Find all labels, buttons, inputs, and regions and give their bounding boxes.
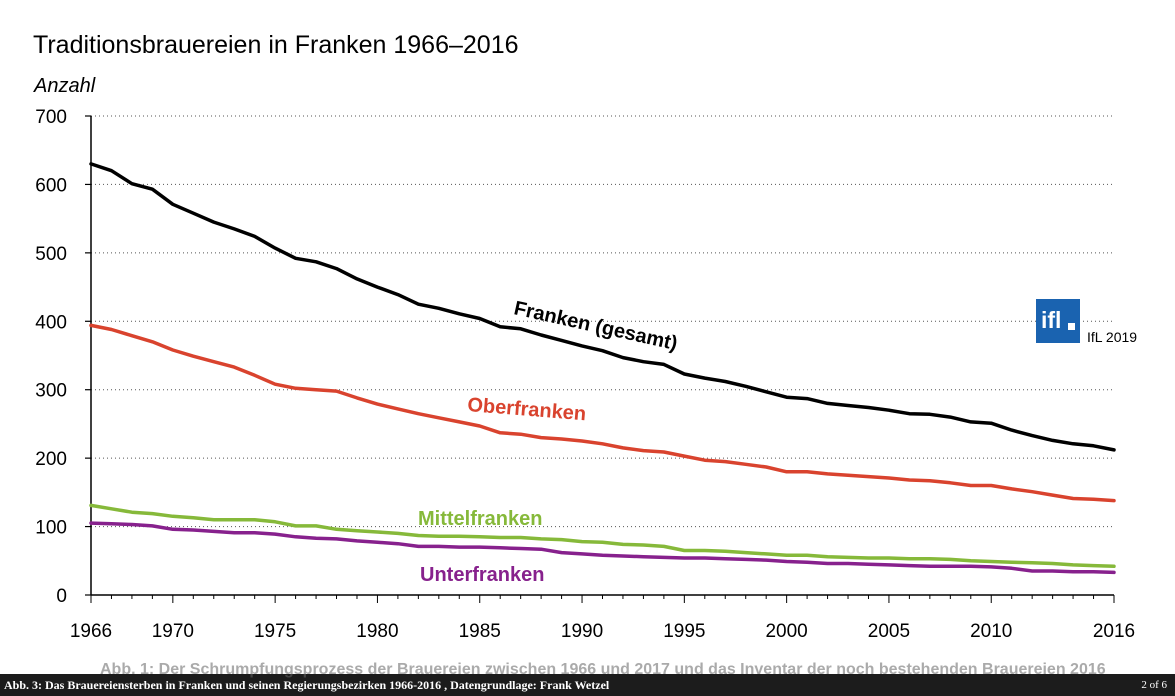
gridlines (90, 115, 1114, 596)
y-tick-label: 700 (35, 107, 67, 128)
y-tick-label: 100 (35, 518, 67, 539)
x-axis-ticks: 1966 1970 1975 1980 1985 1990 1995 2000 2005 2010… (70, 595, 1135, 642)
y-tick-label: 300 (35, 381, 67, 402)
footer-bar: Abb. 1: Der Schrumpfungsprozess der Brau… (0, 661, 1175, 696)
series-lines (89, 162, 1116, 575)
x-tick-label: 1980 (356, 621, 398, 642)
series-label-franken-gesamt: Franken (gesamt) (512, 297, 680, 355)
x-tick-label: 2010 (970, 621, 1012, 642)
series-labels: Franken (gesamt) Oberfranken Mittelfranken… (418, 297, 679, 586)
page-indicator: 2 of 6 (1141, 679, 1167, 691)
y-tick-label: 400 (35, 312, 67, 333)
series-label-unterfranken: Unterfranken (420, 564, 544, 586)
y-tick-label: 200 (35, 449, 67, 470)
ifl-logo: ifl IfL 2019 (1036, 299, 1137, 345)
figure-caption: Abb. 3: Das Brauereiensterben in Franken… (4, 677, 610, 692)
ifl-logo-text: ifl (1041, 307, 1061, 333)
x-tick-label: 2005 (868, 621, 910, 642)
x-tick-label: 2016 (1093, 621, 1135, 642)
x-tick-label: 1966 (70, 621, 112, 642)
series-line-oberfranken (89, 323, 1116, 503)
series-label-mittelfranken: Mittelfranken (418, 508, 542, 530)
series-line-franken-gesamt (89, 162, 1116, 452)
line-chart: Traditionsbrauereien in Franken 1966–201… (33, 31, 1137, 642)
y-tick-label: 600 (35, 175, 67, 196)
y-tick-label: 500 (35, 244, 67, 265)
ifl-logo-mark (1036, 299, 1080, 343)
x-tick-label: 1985 (459, 621, 501, 642)
ifl-logo-caption: IfL 2019 (1087, 329, 1137, 345)
x-tick-label: 1990 (561, 621, 603, 642)
series-line-unterfranken (89, 521, 1116, 575)
ifl-logo-dot (1068, 323, 1075, 330)
y-axis-label: Anzahl (33, 75, 96, 97)
y-axis-ticks: 0 100 200 300 400 500 600 700 (35, 107, 91, 607)
x-tick-label: 2000 (765, 621, 807, 642)
y-tick-label: 0 (56, 586, 67, 607)
chart-title: Traditionsbrauereien in Franken 1966–201… (33, 31, 519, 59)
series-line-mittelfranken (89, 503, 1116, 569)
x-tick-label: 1975 (254, 621, 296, 642)
x-tick-label: 1970 (152, 621, 194, 642)
series-label-oberfranken: Oberfranken (467, 394, 587, 425)
x-tick-label: 1995 (663, 621, 705, 642)
